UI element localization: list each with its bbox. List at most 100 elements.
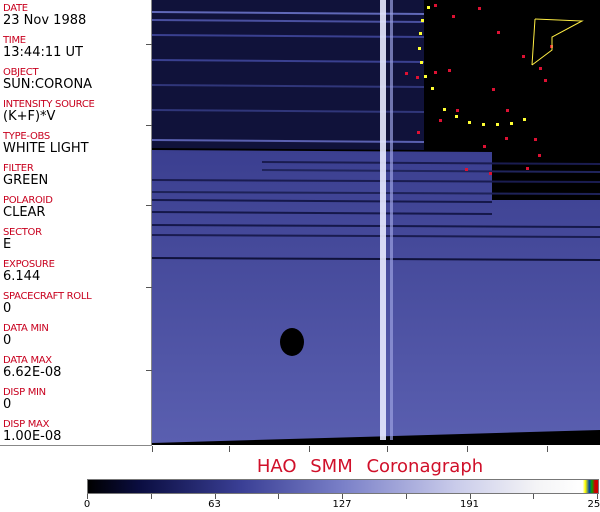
marker — [478, 7, 481, 10]
field-value: 1.00E-08 — [3, 429, 62, 444]
marker — [496, 123, 499, 126]
coronagraph-image — [152, 0, 600, 445]
colorbar-tick — [150, 494, 152, 499]
colorbar-tick-label: 0 — [83, 499, 91, 510]
field-value: 23 Nov 1988 — [3, 13, 87, 28]
marker — [482, 123, 485, 126]
field-label: DATA MIN — [3, 323, 49, 334]
field-value: WHITE LIGHT — [3, 141, 89, 156]
marker — [483, 145, 486, 148]
y-axis-tick — [146, 205, 152, 206]
field-value: (K+F)*V — [3, 109, 56, 124]
field-value: 6.144 — [3, 269, 41, 284]
y-axis-tick — [146, 125, 152, 126]
field-label: TYPE-OBS — [3, 131, 50, 142]
marker — [465, 168, 468, 171]
marker — [419, 32, 422, 35]
marker — [448, 69, 451, 72]
field-label: SECTOR — [3, 227, 42, 238]
marker — [427, 6, 430, 9]
field-value: CLEAR — [3, 205, 46, 220]
field-value: 13:44:11 UT — [3, 45, 83, 60]
colorbar — [87, 479, 599, 494]
y-axis-tick — [146, 370, 152, 371]
field-label: TIME — [3, 35, 26, 46]
marker — [439, 119, 442, 122]
marker — [431, 87, 434, 90]
marker — [489, 172, 492, 175]
colorbar-tick-label: 63 — [208, 499, 221, 510]
marker — [506, 109, 509, 112]
colorbar-tick — [469, 494, 471, 499]
overlay-triangle — [531, 18, 584, 66]
header-info-panel: DATE 23 Nov 1988 TIME 13:44:11 UT OBJECT SUN:… — [0, 0, 152, 446]
colorbar-tick — [278, 494, 280, 499]
x-axis-tick — [309, 446, 310, 452]
marker — [538, 154, 541, 157]
colorbar-tick-label: 127 — [332, 499, 352, 510]
marker — [456, 109, 459, 112]
field-label: POLAROID — [3, 195, 53, 206]
marker — [523, 118, 526, 121]
colorbar-tick — [533, 494, 535, 499]
colorbar-tick — [87, 494, 88, 499]
marker — [505, 137, 508, 140]
x-axis-tick — [152, 446, 153, 452]
markers — [405, 4, 553, 175]
marker — [434, 71, 437, 74]
marker — [434, 4, 437, 7]
field-value: 6.62E-08 — [3, 365, 62, 380]
occulter-spot — [280, 328, 304, 356]
marker — [418, 47, 421, 50]
colorbar-tick — [342, 494, 343, 499]
marker — [492, 88, 495, 91]
marker — [405, 72, 408, 75]
marker — [534, 138, 537, 141]
colorbar-tick — [214, 494, 216, 499]
y-axis-tick — [146, 44, 152, 45]
plot-title: HAO SMM Coronagraph — [256, 456, 484, 477]
field-value: 0 — [3, 397, 12, 412]
marker — [443, 108, 446, 111]
blue-region — [152, 150, 600, 443]
marker — [455, 115, 458, 118]
marker — [522, 55, 525, 58]
field-value: E — [3, 237, 12, 252]
marker — [544, 79, 547, 82]
field-value: SUN:CORONA — [3, 77, 93, 92]
field-label: DISP MAX — [3, 419, 50, 430]
field-value: GREEN — [3, 173, 49, 188]
field-label: FILTER — [3, 163, 34, 174]
colorbar-tick — [597, 494, 598, 499]
x-axis-tick — [467, 446, 468, 452]
streaks — [152, 11, 600, 261]
marker — [421, 19, 424, 22]
field-value: 0 — [3, 301, 12, 316]
marker — [497, 31, 500, 34]
x-axis-tick — [547, 446, 548, 452]
marker — [539, 67, 542, 70]
marker — [526, 167, 529, 170]
field-label: INTENSITY SOURCE — [3, 99, 95, 110]
marker — [416, 76, 419, 79]
field-label: DISP MIN — [3, 387, 46, 398]
field-value: 0 — [3, 333, 12, 348]
colorbar-tick — [405, 494, 407, 499]
vertical-streak — [380, 0, 386, 440]
marker — [452, 15, 455, 18]
marker — [424, 75, 427, 78]
colorbar-tick-label: 191 — [459, 499, 480, 510]
field-label: SPACECRAFT ROLL — [3, 291, 92, 302]
field-label: EXPOSURE — [3, 259, 55, 270]
y-axis-tick — [146, 287, 152, 288]
field-label: DATA MAX — [3, 355, 52, 366]
marker — [468, 121, 471, 124]
x-axis-tick — [387, 446, 388, 452]
field-label: OBJECT — [3, 67, 39, 78]
field-label: DATE — [3, 3, 28, 14]
colorbar-tick-label: 255 — [587, 499, 600, 510]
marker — [420, 61, 423, 64]
marker — [417, 131, 420, 134]
marker — [510, 122, 513, 125]
x-axis-tick — [229, 446, 230, 452]
